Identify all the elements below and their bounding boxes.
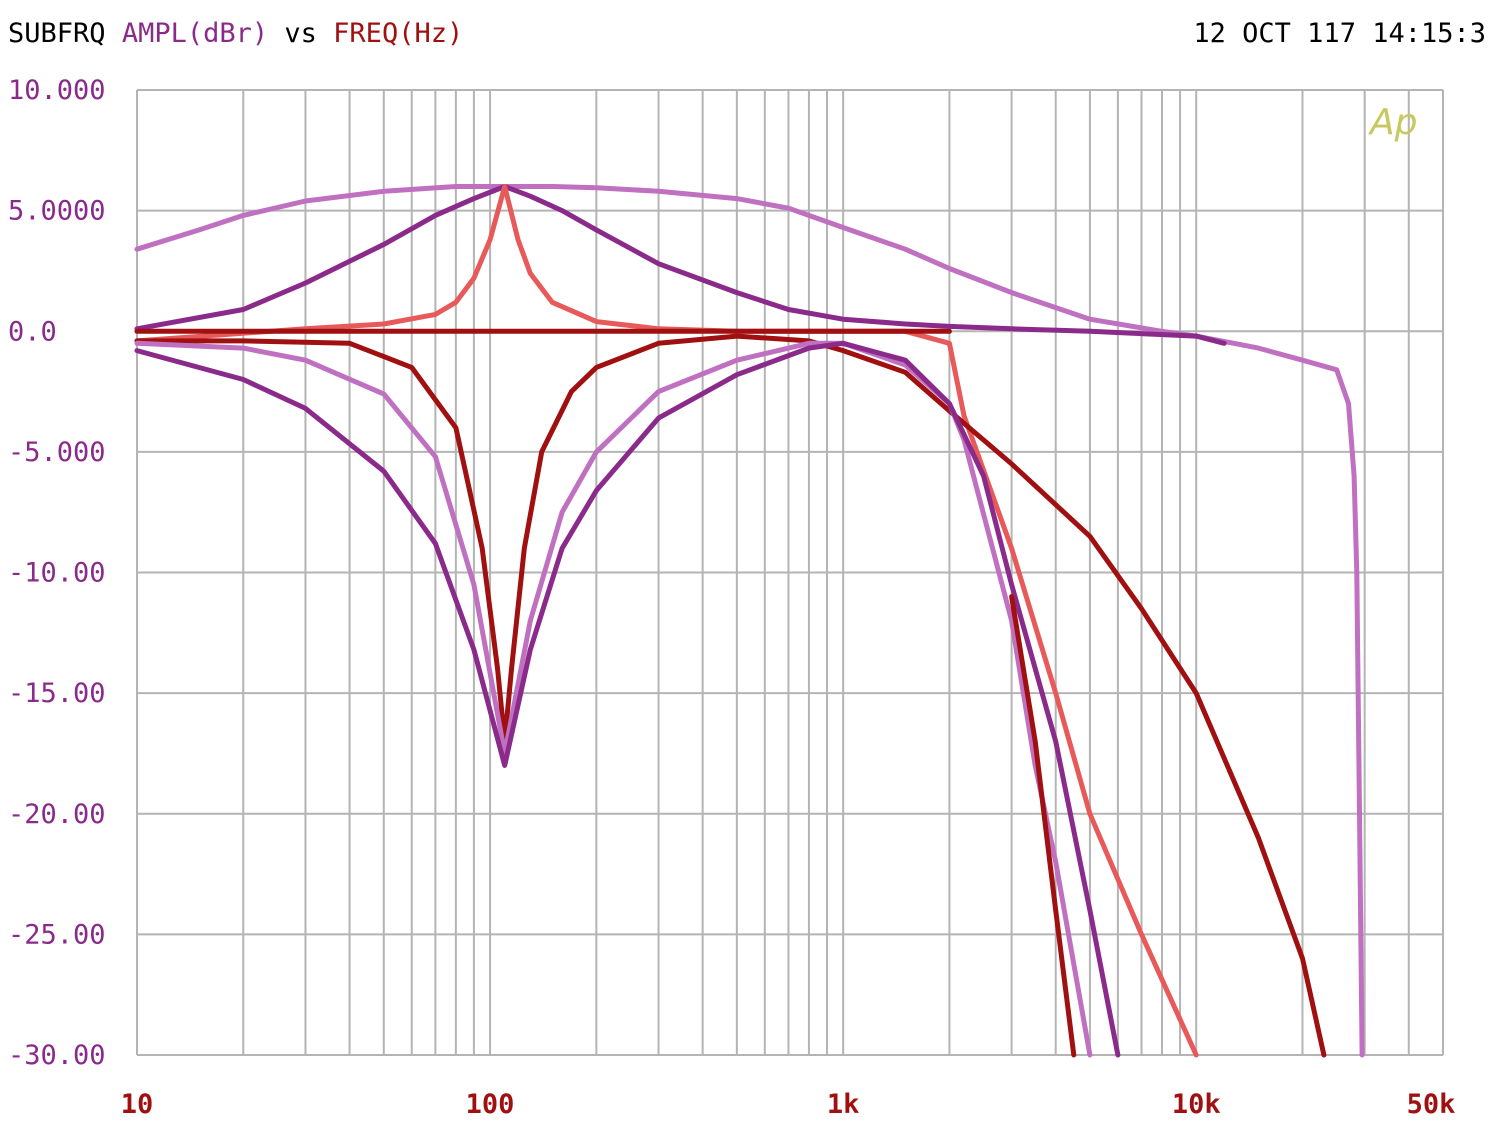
x-tick-label: 100 <box>466 1089 515 1120</box>
title-subfrq: SUBFRQ <box>8 18 106 49</box>
x-tick-label: 10 <box>121 1089 154 1120</box>
y-tick-label: 10.000 <box>8 75 106 106</box>
y-tick-label: -15.00 <box>8 678 106 709</box>
series-line-7 <box>134 340 1121 1058</box>
y-tick-labels: 10.000 5.0000 0.0 -5.000 -10.00 -15.00 -20.00 -… <box>8 75 106 1071</box>
title-freq: FREQ(Hz) <box>333 18 464 49</box>
y-tick-label: 0.0 <box>8 316 57 347</box>
grid <box>136 89 1444 1056</box>
series-line-5 <box>134 333 1327 1058</box>
chart-title: SUBFRQ AMPL(dBr) vs FREQ(Hz) <box>8 18 463 49</box>
series-line-1 <box>134 184 1365 1058</box>
ap-logo: Ap <box>1368 102 1417 143</box>
series-line-2 <box>134 184 1227 346</box>
title-vs: vs <box>284 18 317 49</box>
y-tick-label: -25.00 <box>8 919 106 950</box>
timestamp: 12 OCT 117 14:15:3 <box>1193 18 1486 49</box>
series-line-3 <box>134 184 1199 1058</box>
y-tick-label: 5.0000 <box>8 196 106 227</box>
y-tick-label: -20.00 <box>8 799 106 830</box>
x-tick-labels: 10 100 1k 10k 50k <box>121 1089 1456 1120</box>
title-ampl: AMPL(dBr) <box>121 18 269 49</box>
x-tick-label: 50k <box>1407 1089 1456 1120</box>
y-tick-label: -10.00 <box>8 558 106 589</box>
y-tick-label: -5.000 <box>8 437 106 468</box>
series-line-8 <box>1009 594 1077 1058</box>
series-group <box>134 184 1365 1058</box>
x-tick-label: 10k <box>1172 1089 1221 1120</box>
y-tick-label: -30.00 <box>8 1040 106 1071</box>
series-line-6 <box>134 340 1093 1058</box>
x-tick-label: 1k <box>827 1089 860 1120</box>
